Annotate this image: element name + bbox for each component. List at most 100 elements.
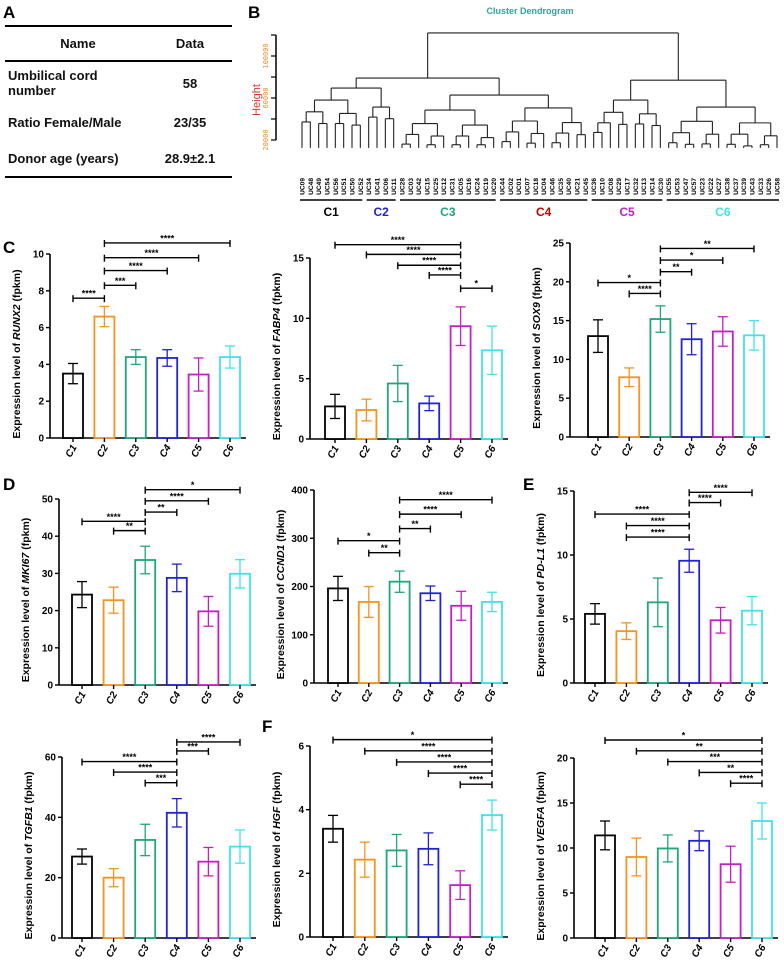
- x-tick-label: C6: [483, 444, 499, 461]
- leaf-label: UC31: [450, 178, 457, 195]
- x-tick-label: C3: [390, 688, 406, 705]
- bar-c6: [229, 572, 251, 686]
- y-tick-label: 60: [45, 753, 57, 764]
- significance-label: ****: [201, 732, 216, 742]
- leaf-label: UC21: [575, 178, 582, 195]
- leaf-label: UC30: [658, 178, 665, 195]
- significance-label: ****: [122, 752, 137, 762]
- dendrogram-title: Cluster Dendrogram: [486, 6, 573, 16]
- leaf-label: UC33: [758, 178, 765, 195]
- x-tick-label: C4: [419, 942, 435, 959]
- x-tick-label: C4: [420, 444, 436, 461]
- y-axis-label-part: (fpkm): [535, 771, 547, 806]
- x-tick-label: C1: [589, 442, 605, 459]
- bar-c4: [165, 576, 188, 686]
- y-tick-label: 0: [47, 681, 53, 692]
- table-row: Ratio Female/Male 23/35: [5, 104, 232, 140]
- x-tick-label: C5: [199, 943, 215, 960]
- y-tick-label: 0: [298, 435, 304, 446]
- y-tick-label: 4: [298, 805, 304, 816]
- bar-c4: [688, 839, 711, 939]
- leaf-label: UC44: [500, 178, 507, 195]
- leaf-label: UC40: [566, 178, 573, 195]
- row-value: 28.9±2.1: [164, 150, 216, 166]
- x-tick-label: C3: [658, 943, 674, 960]
- leaf-label: UC50: [350, 178, 357, 195]
- gene-name: HGF: [271, 806, 283, 829]
- significance-label: **: [696, 741, 704, 751]
- header-data: Data: [175, 36, 205, 51]
- y-tick-label: 20: [553, 277, 565, 288]
- significance-label: *: [627, 273, 631, 283]
- cluster-label-c4: C4: [536, 205, 552, 219]
- x-tick-label: C5: [711, 688, 727, 705]
- x-tick-label: C3: [126, 443, 142, 460]
- y-tick-label: 15: [557, 799, 569, 810]
- x-tick-label: C5: [721, 943, 737, 960]
- x-tick-label: C2: [617, 688, 633, 705]
- panel-label-d: D: [3, 475, 15, 494]
- bar-c5: [711, 330, 734, 438]
- significance-label: ****: [160, 233, 175, 243]
- leaf-label: UC22: [708, 178, 715, 195]
- x-tick-label: C2: [357, 444, 373, 461]
- y-tick-label: 300: [291, 534, 308, 545]
- x-tick-label: C2: [627, 943, 643, 960]
- x-tick-label: C1: [586, 688, 602, 705]
- panel-label-a: A: [3, 3, 15, 22]
- significance-label: ***: [187, 741, 198, 751]
- x-tick-label: C1: [326, 444, 342, 461]
- gene-name: PD-L1: [535, 548, 547, 578]
- x-tick-label: C1: [73, 690, 89, 707]
- y-axis-label-part: Expression level of: [271, 829, 283, 928]
- leaf-label: UC47: [683, 178, 690, 195]
- y-tick-label: 6: [298, 742, 304, 753]
- y-axis-label-part: (fpkm): [11, 269, 23, 304]
- leaf-label: UC20: [491, 178, 498, 195]
- y-tick-label: 10: [42, 643, 54, 654]
- x-tick-label: C6: [483, 942, 499, 959]
- x-tick-label: C3: [651, 442, 667, 459]
- leaf-label: UC49: [316, 178, 323, 195]
- significance-label: *: [411, 730, 415, 740]
- leaf-label: UC27: [716, 178, 723, 195]
- gene-name: MKI67: [20, 552, 32, 584]
- gene-name: TGFB1: [23, 806, 35, 841]
- y-axis-label-part: Expression level of: [20, 584, 32, 683]
- x-tick-label: C5: [451, 942, 467, 959]
- y-tick-label: 50: [42, 495, 54, 506]
- x-tick-label: C6: [745, 442, 761, 459]
- panel-label-c: C: [3, 238, 15, 257]
- x-tick-label: C5: [713, 442, 729, 459]
- leaf-label: UC09: [300, 178, 307, 195]
- x-tick-label: C4: [680, 688, 696, 705]
- y-tick-label: 40: [42, 532, 54, 543]
- row-name: Ratio Female/Male: [8, 114, 122, 130]
- y-tick-label: 20: [557, 754, 569, 765]
- x-tick-label: C1: [329, 688, 345, 705]
- leaf-label: UC10: [600, 178, 607, 195]
- cluster-label-c6: C6: [715, 205, 731, 219]
- leaf-label: UC38: [725, 178, 732, 195]
- gene-name: FABP4: [271, 308, 283, 342]
- gene-name: SOX9: [531, 302, 543, 330]
- x-tick-label: C1: [73, 943, 89, 960]
- bar-c4: [678, 559, 701, 684]
- leaf-label: UC53: [675, 178, 682, 195]
- significance-label: *: [367, 531, 371, 541]
- leaf-label: UC57: [691, 178, 698, 195]
- leaf-label: UC06: [383, 178, 390, 195]
- leaf-label: UC23: [700, 178, 707, 195]
- y-axis-label: Expression level of VEGFA (fpkm): [535, 771, 547, 940]
- leaf-label: UC19: [483, 178, 490, 195]
- significance-label: ****: [438, 265, 453, 275]
- y-axis-label-part: (fpkm): [23, 771, 35, 806]
- y-tick-label: 10: [293, 314, 305, 325]
- panel-label-b: B: [248, 3, 260, 22]
- significance-label: **: [411, 519, 419, 529]
- y-tick-label: 2: [38, 397, 44, 408]
- leaf-label: UC26: [766, 178, 773, 195]
- y-tick-label: 5: [562, 615, 568, 626]
- significance-label: ****: [437, 752, 452, 762]
- significance-label: ****: [138, 763, 153, 773]
